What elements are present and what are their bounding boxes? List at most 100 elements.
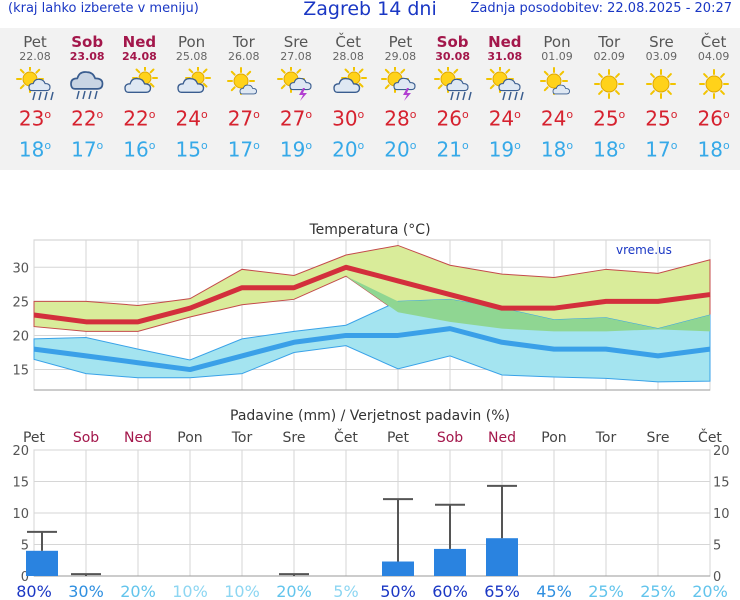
- max-temp-value: 22: [123, 106, 149, 131]
- y-tick-label-left: 0: [21, 570, 29, 585]
- forecast-day: Pon 25.08 24o 15o: [166, 28, 218, 170]
- day-date: 23.08: [69, 50, 105, 63]
- degree-sign: o: [305, 108, 313, 121]
- sun-cloud-storm-icon: [374, 65, 426, 101]
- max-temp: 25o: [583, 104, 635, 130]
- sun-cloud-rain-icon: [485, 65, 524, 101]
- min-temp-value: 18: [697, 137, 723, 162]
- sun-icon: [583, 67, 635, 101]
- forecast-day: Ned 31.08 24o 19o: [479, 28, 531, 170]
- day-date: 28.08: [332, 50, 364, 63]
- precipitation-probability: 45%: [536, 582, 572, 600]
- min-temp: 19o: [479, 135, 531, 160]
- precipitation-probability: 80%: [16, 582, 52, 600]
- day-date: 03.09: [645, 50, 678, 63]
- day-date: 27.08: [280, 50, 312, 63]
- min-temp: 19o: [270, 135, 322, 162]
- max-temp-value: 28: [384, 106, 410, 131]
- day-name: Pet: [388, 33, 413, 51]
- y-tick-label: 15: [12, 364, 29, 379]
- day-date: 02.09: [593, 50, 625, 63]
- sun-cloud-storm-icon: [277, 65, 312, 101]
- min-temp: 18o: [9, 135, 61, 160]
- max-temp: 25o: [635, 104, 687, 130]
- day-date: 26.08: [228, 50, 260, 63]
- temperature-chart: Temperatura (°C) 15 20 25 30 vreme.us: [12, 222, 711, 391]
- min-temp-value: 16: [123, 137, 149, 162]
- x-tick-label: Tor: [595, 430, 617, 446]
- min-temp-value: 20: [332, 137, 358, 162]
- last-updated: Zadnja posodobitev: 22.08.2025 - 20:27: [470, 1, 732, 16]
- y-tick-label: 20: [12, 329, 29, 344]
- precipitation-probability: 50%: [380, 582, 416, 600]
- forecast-day: Čet 04.09 26 o 18o: [688, 28, 740, 170]
- degree-sign: o: [253, 138, 260, 152]
- degree-sign: o: [148, 108, 156, 121]
- degree-sign: o: [670, 108, 678, 121]
- min-temp-value: 21: [436, 137, 462, 162]
- min-temp-value: 17: [71, 137, 97, 162]
- degree-sign: o: [461, 108, 469, 121]
- x-tick-label: Čet: [334, 428, 358, 446]
- sun-cloud-rain-icon: [427, 65, 479, 101]
- forecast-day: Pet 29.08 28o 20o: [374, 28, 426, 170]
- x-tick-label: Sob: [437, 430, 463, 446]
- max-temp-value: 24: [175, 106, 201, 131]
- day-name: Ned: [122, 33, 157, 51]
- cloud-rain-icon: [70, 71, 104, 100]
- y-tick-label: 25: [12, 295, 29, 310]
- degree-sign: o: [461, 138, 469, 152]
- degree-sign: o: [722, 138, 730, 152]
- min-temp: 17o: [635, 135, 687, 160]
- precipitation-probability: 65%: [484, 582, 520, 600]
- sun-cloud-icon: [176, 65, 211, 93]
- max-temp-value: 26: [697, 106, 723, 131]
- min-temp: 15o: [166, 135, 218, 162]
- overlap-band: [34, 276, 710, 332]
- y-tick-label-right: 5: [713, 539, 721, 554]
- max-temp: 24o: [166, 104, 218, 130]
- sun-cloud-rain-icon: [9, 65, 61, 101]
- precipitation-chart: Padavine (mm) / Verjetnost padavin (%) Pe…: [12, 408, 729, 600]
- y-tick-label-left: 15: [12, 476, 29, 491]
- header: (kraj lahko izberete v meniju) Zagreb 14…: [0, 0, 740, 22]
- day-name: Sob: [71, 33, 104, 51]
- precipitation-probability: 20%: [692, 582, 728, 600]
- max-temp: 22o: [61, 104, 113, 130]
- day-name: Pet: [23, 33, 47, 51]
- day-name: Pon: [177, 33, 206, 51]
- precipitation-bar: [382, 561, 414, 576]
- x-tick-label: Pet: [387, 430, 410, 446]
- day-name: Čet: [335, 33, 361, 51]
- degree-sign: o: [44, 108, 52, 121]
- cloud-rain-icon: [61, 67, 113, 101]
- degree-sign: o: [305, 138, 313, 152]
- day-date: 22.08: [19, 50, 51, 63]
- max-temp-value: 26: [436, 106, 462, 131]
- sun-icon: [635, 67, 687, 101]
- day-name: Čet: [700, 33, 727, 51]
- y-tick-label-left: 5: [21, 539, 29, 554]
- degree-sign: o: [514, 138, 521, 152]
- degree-sign: o: [200, 138, 208, 152]
- min-temp-value: 15: [175, 137, 201, 162]
- degree-sign: o: [357, 108, 365, 121]
- degree-sign: o: [409, 108, 417, 121]
- max-temp-value: 25: [645, 106, 671, 131]
- min-temp-value: 19: [279, 137, 306, 162]
- day-date: 04.09: [697, 50, 730, 63]
- max-temp-value: 23: [18, 106, 45, 131]
- day-date: 25.08: [175, 50, 208, 63]
- day-name: Sre: [649, 33, 674, 51]
- x-tick-label: Čet: [698, 428, 722, 446]
- sun-small-cloud-icon: [531, 67, 583, 101]
- y-tick-label-left: 10: [12, 507, 29, 522]
- degree-sign: o: [514, 108, 521, 121]
- x-tick-label: Ned: [488, 430, 516, 446]
- min-temp: 18o: [688, 135, 740, 162]
- min-temp: 18o: [583, 135, 635, 160]
- min-temp: 17o: [218, 135, 270, 160]
- degree-sign: o: [200, 108, 208, 121]
- sun-cloud-rain-icon: [433, 65, 472, 101]
- y-tick-label-left: 20: [12, 444, 29, 459]
